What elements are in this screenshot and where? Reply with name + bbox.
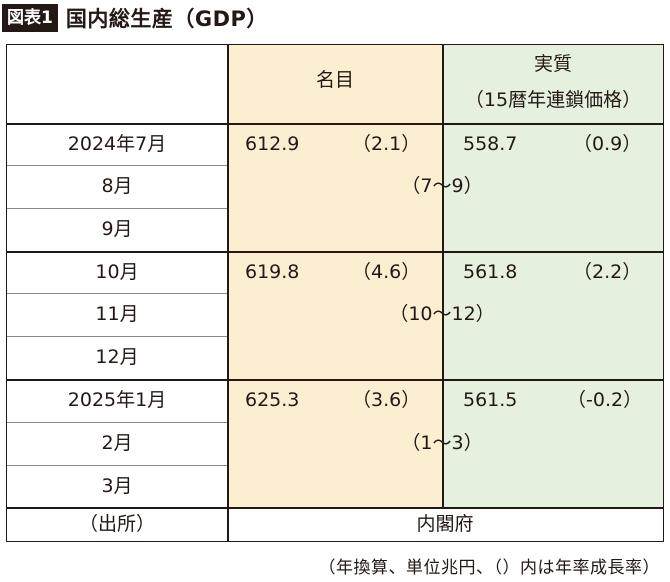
real-subheader: （15暦年連鎖価格） xyxy=(464,89,642,111)
real-value: 558.7 xyxy=(463,133,518,155)
source-label: （出所） xyxy=(78,513,156,535)
source-divider xyxy=(7,507,663,509)
real-growth: （-0.2） xyxy=(567,389,643,411)
row-label: 11月 xyxy=(95,303,139,325)
nominal-column-bg xyxy=(228,45,442,507)
footnote: （年換算、単位兆円、（）内は年率成長率） xyxy=(318,558,660,578)
nominal-value: 619.8 xyxy=(245,261,300,283)
source-value: 内閣府 xyxy=(416,513,474,535)
nominal-value: 612.9 xyxy=(245,133,300,155)
gdp-table: 名目 実質 （15暦年連鎖価格） 2024年7月 8月 9月 10月 11月 1… xyxy=(6,44,664,542)
row-divider xyxy=(7,422,227,423)
real-header: 実質 xyxy=(533,53,573,75)
real-value: 561.8 xyxy=(463,261,518,283)
row-divider xyxy=(7,465,227,466)
row-label: 12月 xyxy=(95,346,139,368)
figure-badge: 図表1 xyxy=(2,4,58,32)
figure-header: 図表1 国内総生産（GDP） xyxy=(2,3,268,33)
row-divider xyxy=(7,293,227,294)
quarter-label: （1〜3） xyxy=(401,432,483,454)
row-label: 2025年1月 xyxy=(67,389,167,411)
label-column-divider xyxy=(227,45,229,541)
row-divider xyxy=(7,336,227,337)
real-growth: （2.2） xyxy=(573,261,642,283)
quarter-label: （10〜12） xyxy=(389,303,495,325)
quarter-divider xyxy=(7,379,663,381)
nominal-header: 名目 xyxy=(315,69,355,91)
row-label: 8月 xyxy=(101,175,133,197)
row-label: 2024年7月 xyxy=(67,133,167,155)
quarter-label: （7〜9） xyxy=(401,175,483,197)
row-divider xyxy=(7,165,227,166)
header-divider xyxy=(7,123,663,125)
real-growth: （0.9） xyxy=(573,133,642,155)
quarter-divider xyxy=(7,251,663,253)
row-label: 2月 xyxy=(101,432,133,454)
row-label: 3月 xyxy=(101,475,133,497)
row-divider xyxy=(7,208,227,209)
real-value: 561.5 xyxy=(463,389,518,411)
nominal-growth: （2.1） xyxy=(352,133,421,155)
nominal-value: 625.3 xyxy=(245,389,300,411)
figure-title: 国内総生産（GDP） xyxy=(65,7,268,31)
nominal-growth: （4.6） xyxy=(352,261,421,283)
row-label: 9月 xyxy=(101,218,133,240)
nominal-real-divider xyxy=(442,45,444,507)
row-label: 10月 xyxy=(95,261,139,283)
real-column-bg xyxy=(443,45,663,507)
nominal-growth: （3.6） xyxy=(352,389,421,411)
